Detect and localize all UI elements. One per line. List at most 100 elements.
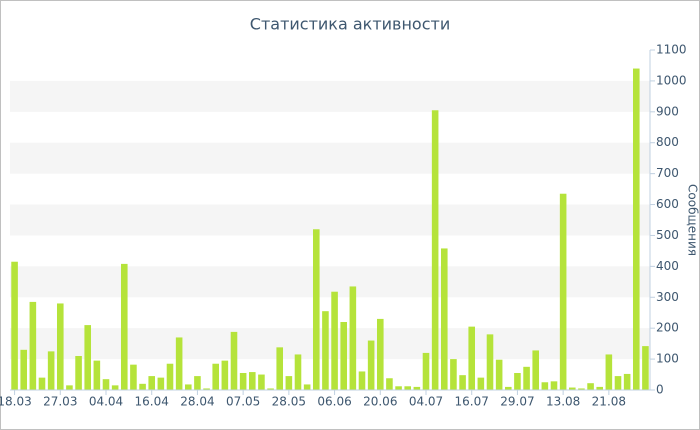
grid-band bbox=[10, 204, 650, 236]
grid-band bbox=[10, 80, 650, 112]
bar bbox=[459, 375, 466, 390]
bar bbox=[440, 248, 448, 390]
y-tick-label: 700 bbox=[656, 166, 679, 180]
bar bbox=[541, 382, 549, 390]
bar bbox=[495, 359, 503, 390]
bar bbox=[184, 384, 192, 390]
y-tick-label: 100 bbox=[656, 352, 679, 366]
bar bbox=[148, 376, 156, 390]
grid-band bbox=[10, 266, 650, 298]
bar bbox=[486, 334, 494, 390]
bar bbox=[349, 286, 357, 390]
x-tick-label: 16.07 bbox=[455, 395, 489, 409]
bar bbox=[367, 340, 375, 390]
x-tick-label: 28.04 bbox=[180, 395, 214, 409]
y-axis-title: Сообщения bbox=[686, 184, 700, 256]
bar bbox=[203, 388, 210, 390]
bar bbox=[413, 386, 421, 390]
bar bbox=[504, 386, 512, 390]
bar bbox=[477, 377, 485, 390]
bar bbox=[559, 193, 567, 390]
x-tick-label: 06.06 bbox=[317, 395, 351, 409]
bar bbox=[578, 388, 585, 390]
bar bbox=[130, 364, 137, 390]
bar bbox=[450, 359, 457, 390]
x-tick-label: 27.03 bbox=[43, 395, 77, 409]
bar bbox=[568, 387, 576, 390]
bar bbox=[276, 347, 284, 390]
bar bbox=[267, 388, 274, 390]
bar bbox=[605, 354, 613, 390]
bar bbox=[248, 372, 256, 390]
chart-title: Статистика активности bbox=[250, 15, 450, 34]
bar bbox=[468, 326, 476, 390]
bar bbox=[11, 261, 18, 390]
bar bbox=[120, 263, 128, 390]
bar bbox=[111, 385, 119, 390]
bar bbox=[431, 110, 439, 390]
bar bbox=[20, 349, 28, 390]
y-tick-label: 400 bbox=[656, 259, 679, 273]
y-tick-label: 1000 bbox=[656, 73, 687, 87]
bar bbox=[596, 386, 604, 390]
bar bbox=[93, 360, 101, 390]
bar bbox=[66, 385, 73, 390]
y-tick-label: 1100 bbox=[656, 43, 687, 57]
bar bbox=[166, 363, 174, 390]
bar bbox=[47, 351, 55, 390]
bar bbox=[587, 383, 594, 390]
bar bbox=[550, 381, 558, 390]
bar bbox=[102, 379, 110, 390]
x-tick-label: 07.05 bbox=[226, 395, 260, 409]
bar bbox=[340, 322, 348, 390]
y-tick-label: 200 bbox=[656, 321, 679, 335]
bar bbox=[322, 311, 329, 390]
bar bbox=[139, 383, 146, 390]
x-tick-label: 29.07 bbox=[500, 395, 534, 409]
grid-band bbox=[10, 328, 650, 360]
bar bbox=[29, 301, 37, 390]
y-tick-label: 900 bbox=[656, 104, 679, 118]
bar bbox=[221, 360, 229, 390]
bar bbox=[194, 376, 201, 390]
bar bbox=[623, 373, 631, 390]
y-tick-label: 0 bbox=[656, 383, 664, 397]
bar bbox=[38, 377, 46, 390]
bar bbox=[632, 68, 640, 390]
bar bbox=[212, 363, 220, 390]
bar bbox=[84, 325, 92, 390]
x-tick-label: 16.04 bbox=[135, 395, 169, 409]
bar bbox=[56, 303, 64, 390]
bar bbox=[514, 373, 521, 390]
x-tick-label: 04.04 bbox=[89, 395, 123, 409]
bar bbox=[157, 377, 165, 390]
x-tick-label: 13.08 bbox=[546, 395, 580, 409]
x-tick-label: 21.08 bbox=[592, 395, 626, 409]
bar bbox=[376, 318, 384, 390]
bar bbox=[303, 384, 311, 390]
bar bbox=[532, 350, 540, 390]
bar bbox=[230, 331, 238, 390]
bar bbox=[523, 366, 530, 390]
bar bbox=[258, 374, 265, 390]
bar bbox=[175, 337, 183, 390]
bar bbox=[285, 376, 293, 390]
x-tick-label: 18.03 bbox=[0, 395, 32, 409]
bar bbox=[75, 356, 82, 390]
bar bbox=[386, 378, 393, 390]
y-tick-label: 800 bbox=[656, 135, 679, 149]
bar bbox=[294, 354, 302, 390]
bar bbox=[239, 373, 247, 390]
bar bbox=[358, 371, 366, 390]
bar bbox=[614, 376, 622, 390]
y-tick-label: 500 bbox=[656, 228, 679, 242]
y-tick-label: 300 bbox=[656, 290, 679, 304]
x-tick-label: 04.07 bbox=[409, 395, 443, 409]
bar bbox=[331, 291, 338, 390]
grid-band bbox=[10, 142, 650, 174]
bar bbox=[404, 386, 412, 390]
bar bbox=[422, 352, 430, 390]
bar bbox=[395, 386, 402, 390]
bar bbox=[642, 346, 649, 390]
